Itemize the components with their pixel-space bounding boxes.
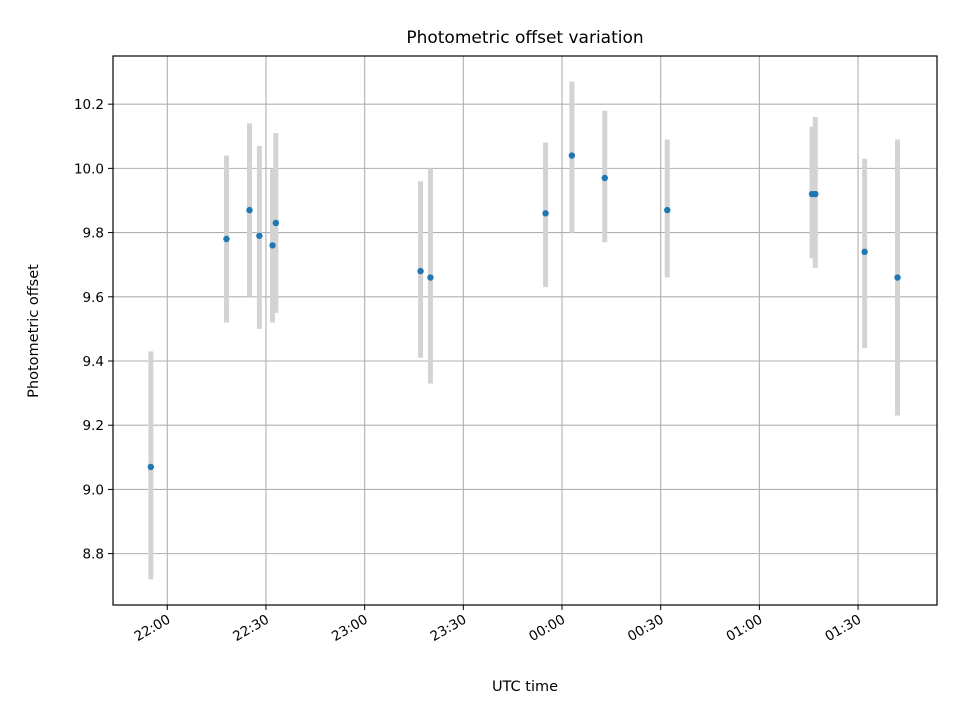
data-point — [812, 190, 819, 198]
y-axis: 8.8 9.0 9.2 9.4 9.6 9.8 10.0 10.2 — [74, 97, 113, 563]
x-axis-label: UTC time — [492, 679, 558, 695]
data-point — [568, 152, 576, 159]
grid — [113, 56, 937, 605]
data-point — [272, 219, 280, 227]
data-point — [664, 206, 671, 214]
data-point — [256, 232, 263, 239]
y-tick-label: 10.0 — [74, 161, 104, 177]
data-point — [601, 174, 608, 182]
y-tick-label: 9.8 — [83, 226, 104, 242]
data-point — [894, 274, 901, 281]
data-point — [147, 463, 155, 471]
data-point — [417, 267, 424, 275]
data-point — [861, 248, 868, 256]
chart-title: Photometric offset variation — [406, 28, 643, 48]
data-points — [147, 152, 901, 471]
y-axis-label: Photometric offset — [26, 264, 42, 398]
y-tick-label: 9.4 — [83, 354, 104, 370]
data-point — [223, 235, 230, 243]
data-point — [269, 242, 276, 249]
y-tick-label: 9.2 — [83, 418, 104, 434]
data-point — [542, 210, 549, 217]
y-tick-label: 9.0 — [83, 482, 104, 498]
y-tick-label: 9.6 — [83, 290, 104, 306]
data-point — [246, 206, 253, 214]
y-tick-label: 8.8 — [83, 547, 104, 563]
y-tick-label: 10.2 — [74, 97, 104, 113]
data-point — [427, 274, 434, 281]
plot-area-frame — [112, 55, 938, 606]
